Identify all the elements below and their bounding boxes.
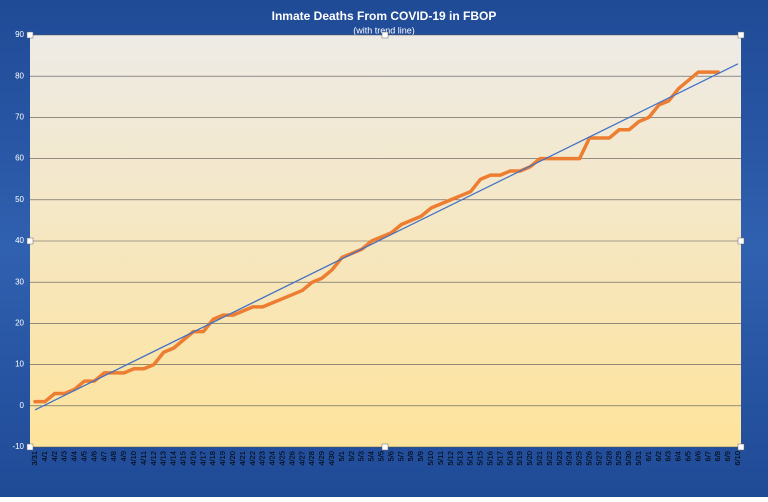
x-tick-label: 5/11 [436,451,445,465]
x-tick-label: 6/3 [664,451,673,461]
x-tick-label: 6/8 [713,451,722,461]
x-tick-label: 4/4 [70,451,79,461]
y-tick-label: 40 [15,236,24,245]
x-tick-label: 4/23 [258,451,267,466]
x-tick-label: 4/18 [208,451,217,466]
y-tick-label: 70 [15,113,24,122]
x-tick-label: 4/21 [238,451,247,466]
x-tick-label: 6/7 [703,451,712,461]
x-tick-label: 6/2 [654,451,663,461]
x-tick-label: 4/27 [297,451,306,466]
x-tick-label: 4/2 [50,451,59,461]
y-tick-label: 60 [15,154,24,163]
x-tick-label: 5/23 [555,451,564,466]
y-tick-label: -10 [12,442,24,451]
x-tick-label: 5/1 [337,451,346,461]
x-tick-label: 4/17 [198,451,207,466]
x-tick-label: 4/25 [278,451,287,466]
x-tick-label: 4/11 [139,451,148,465]
x-tick-label: 5/29 [614,451,623,466]
x-tick-label: 5/10 [426,451,435,466]
x-tick-label: 5/2 [347,451,356,461]
x-tick-label: 4/5 [79,451,88,461]
y-tick-label: 20 [15,319,24,328]
x-tick-label: 5/7 [396,451,405,461]
x-tick-label: 5/15 [476,451,485,466]
x-tick-label: 4/19 [218,451,227,466]
x-tick-label: 5/25 [575,451,584,466]
x-tick-label: 4/24 [268,451,277,466]
chart-title: Inmate Deaths From COVID-19 in FBOP [272,9,497,23]
x-tick-label: 5/6 [386,451,395,461]
x-tick-label: 4/13 [159,451,168,466]
x-tick-label: 5/28 [604,451,613,466]
x-tick-label: 4/9 [119,451,128,461]
x-tick-label: 5/18 [505,451,514,466]
x-tick-label: 4/14 [169,451,178,466]
x-tick-label: 4/6 [89,451,98,461]
x-tick-label: 5/5 [377,451,386,461]
x-tick-label: 5/17 [495,451,504,466]
x-tick-label: 3/31 [30,451,39,466]
x-tick-label: 5/22 [545,451,554,466]
x-tick-label: 5/8 [406,451,415,461]
x-tick-label: 4/28 [307,451,316,466]
x-tick-label: 4/3 [60,451,69,461]
x-tick-label: 5/14 [466,451,475,466]
y-tick-label: 90 [15,30,24,39]
selection-handles [26,31,745,451]
x-tick-label: 6/9 [723,451,732,461]
x-tick-label: 4/22 [248,451,257,466]
x-tick-label: 5/13 [456,451,465,466]
x-tick-label: 4/15 [179,451,188,466]
x-tick-label: 5/24 [565,451,574,466]
x-tick-label: 4/16 [188,451,197,466]
x-tick-label: 5/21 [535,451,544,466]
x-tick-label: 4/30 [327,451,336,466]
x-tick-label: 4/29 [317,451,326,466]
x-tick-label: 4/10 [129,451,138,466]
data-line [33,70,720,404]
x-tick-label: 5/19 [515,451,524,466]
x-tick-label: 6/6 [693,451,702,461]
y-tick-label: 80 [15,71,24,80]
x-tick-label: 5/20 [525,451,534,466]
x-tick-label: 5/16 [485,451,494,466]
y-tick-label: 50 [15,195,24,204]
y-tick-label: 10 [15,360,24,369]
trend-line [34,63,739,411]
x-tick-label: 6/1 [644,451,653,461]
y-tick-label: 0 [20,401,25,410]
x-tick-label: 6/5 [683,451,692,461]
x-tick-label: 5/30 [624,451,633,466]
x-tick-label: 4/20 [228,451,237,466]
x-tick-label: 4/8 [109,451,118,461]
y-tick-label: 30 [15,277,24,286]
x-tick-label: 5/26 [584,451,593,466]
x-tick-label: 6/10 [733,451,742,466]
x-tick-label: 5/9 [416,451,425,461]
x-tick-label: 4/7 [99,451,108,461]
x-tick-label: 5/3 [357,451,366,461]
x-tick-label: 6/4 [674,451,683,461]
x-tick-label: 4/1 [40,451,49,461]
x-tick-label: 4/26 [287,451,296,466]
chart-subtitle: (with trend line) [353,25,415,35]
x-tick-label: 4/12 [149,451,158,466]
x-tick-label: 5/4 [367,451,376,461]
x-tick-label: 5/27 [594,451,603,466]
x-tick-label: 5/31 [634,451,643,466]
x-tick-label: 5/12 [446,451,455,466]
